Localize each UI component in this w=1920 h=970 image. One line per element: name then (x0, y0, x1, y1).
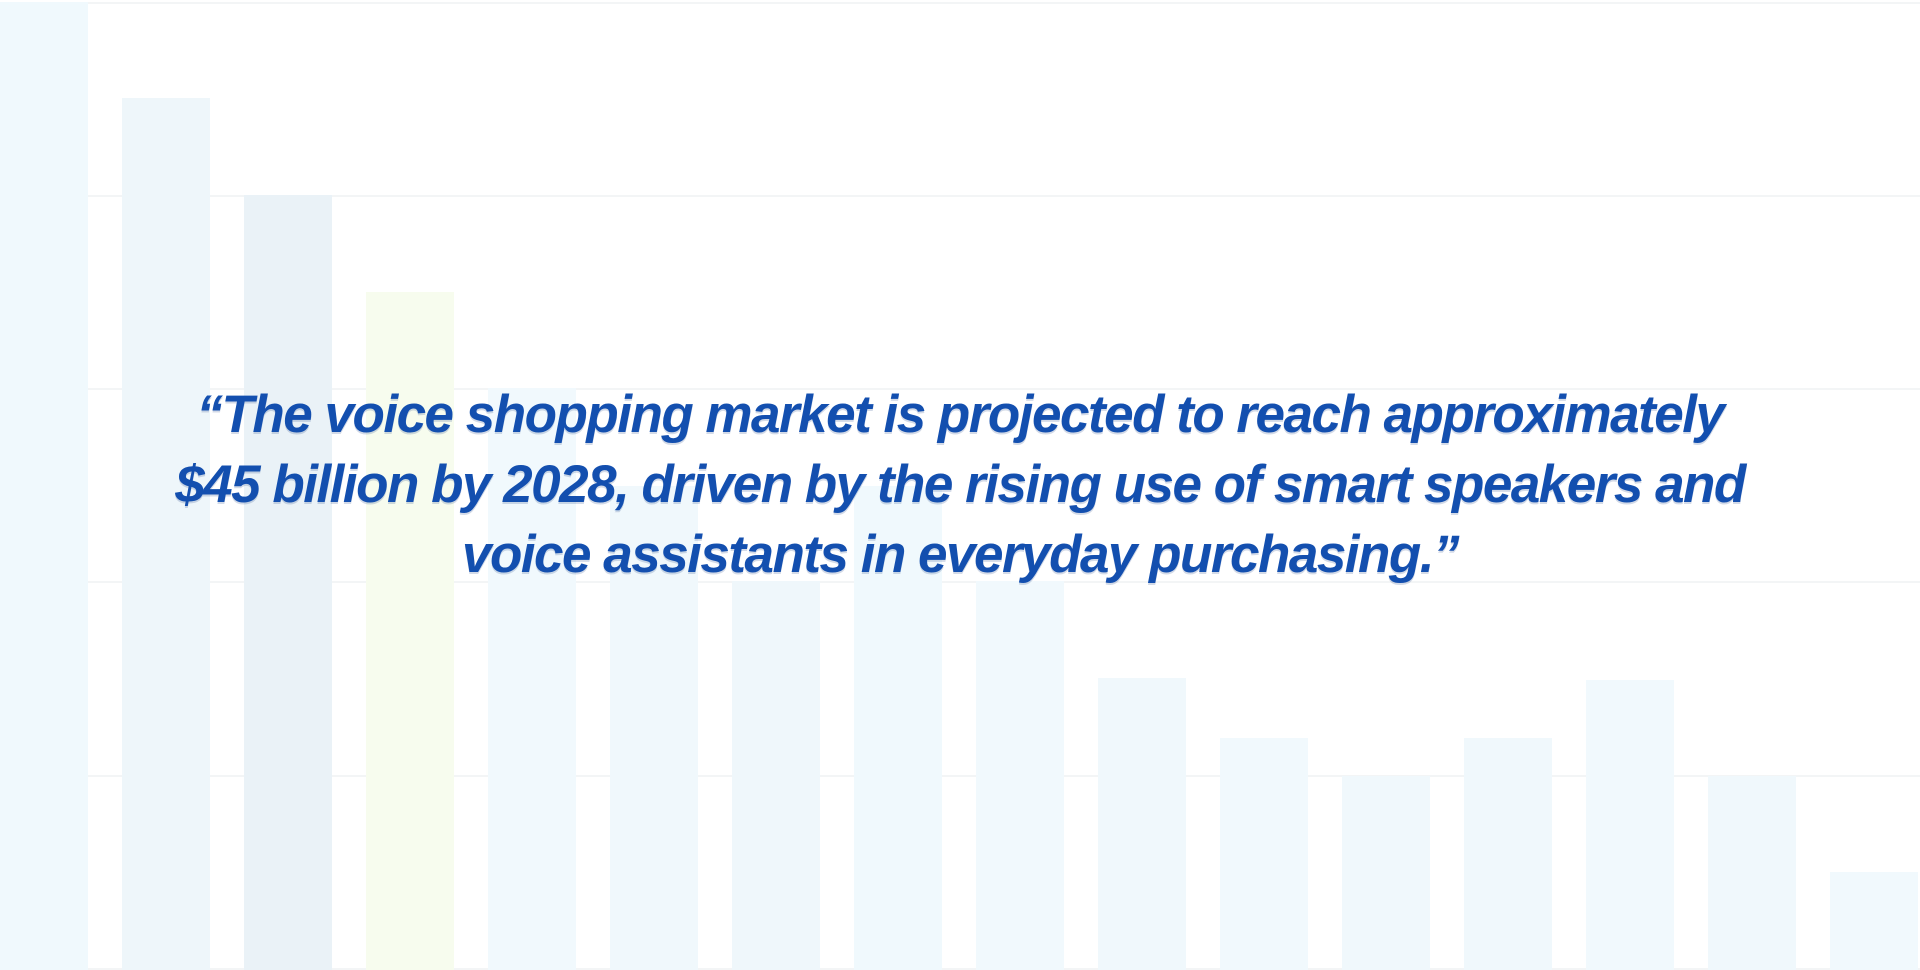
quote-line-1: “The voice shopping market is projected … (196, 385, 1725, 444)
background-bar (1464, 738, 1552, 970)
quote-line-2: $45 billion by 2028, driven by the risin… (175, 455, 1746, 514)
gridline (0, 388, 1920, 390)
background-bar (854, 486, 942, 970)
background-bar (488, 388, 576, 970)
background-bar (1220, 738, 1308, 970)
gridline (0, 2, 1920, 4)
background-bar (1098, 678, 1186, 970)
gridline (0, 581, 1920, 583)
gridline (0, 195, 1920, 197)
background-bar (732, 581, 820, 970)
quote-text: “The voice shopping market is projected … (0, 380, 1920, 590)
background-bar (1586, 680, 1674, 970)
background-bar (0, 2, 88, 970)
background-bar (610, 486, 698, 970)
background-bar (1708, 776, 1796, 970)
gridline (0, 775, 1920, 777)
background-bar (244, 195, 332, 970)
background-bar (976, 581, 1064, 970)
background-bar (1342, 776, 1430, 970)
quote-line-3: voice assistants in everyday purchasing.… (461, 525, 1460, 584)
gridline (0, 968, 1920, 970)
background-bar (1830, 872, 1918, 970)
background-bar (366, 292, 454, 970)
background-bar (122, 98, 210, 970)
